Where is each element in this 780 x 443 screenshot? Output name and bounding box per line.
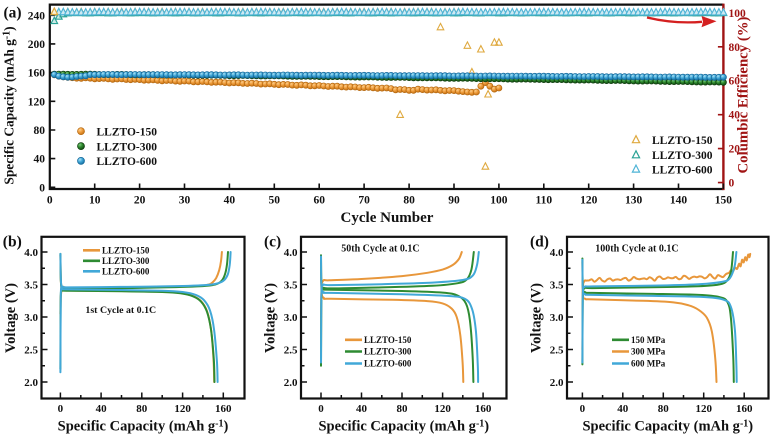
svg-text:3.0: 3.0 [24,312,38,324]
svg-text:LLZTO-600: LLZTO-600 [102,267,150,277]
svg-text:120: 120 [174,403,191,415]
svg-text:Specific Capacity (mAh g-1): Specific Capacity (mAh g-1) [58,419,229,435]
svg-text:LLZTO-300: LLZTO-300 [97,141,158,153]
svg-text:(c): (c) [264,234,281,251]
svg-text:0: 0 [58,403,64,415]
svg-text:Columbic Efficiency (%): Columbic Efficiency (%) [736,16,752,173]
svg-text:50: 50 [269,195,281,207]
svg-text:Voltage (V): Voltage (V) [529,283,545,353]
svg-text:2.0: 2.0 [284,377,298,389]
svg-text:200: 200 [28,39,46,51]
svg-text:80: 80 [397,403,409,415]
svg-text:150: 150 [715,195,733,207]
svg-text:300 MPa: 300 MPa [631,347,666,357]
svg-text:3.0: 3.0 [550,312,564,324]
svg-text:50th Cycle at 0.1C: 50th Cycle at 0.1C [341,244,419,255]
svg-text:100th Cycle at 0.1C: 100th Cycle at 0.1C [595,244,678,255]
svg-text:4.0: 4.0 [24,247,38,259]
svg-text:0: 0 [39,182,45,194]
svg-text:LLZTO-150: LLZTO-150 [364,335,412,345]
svg-text:2.5: 2.5 [550,344,564,356]
svg-text:60: 60 [313,195,325,207]
svg-text:LLZTO-300: LLZTO-300 [652,150,713,162]
svg-text:120: 120 [580,195,598,207]
svg-text:Voltage (V): Voltage (V) [3,283,19,353]
svg-text:40: 40 [729,110,741,122]
svg-text:2.0: 2.0 [550,377,564,389]
svg-text:40: 40 [34,154,46,166]
svg-text:LLZTO-300: LLZTO-300 [364,347,412,357]
svg-text:100: 100 [490,195,508,207]
svg-text:Voltage (V): Voltage (V) [263,283,279,353]
svg-text:3.5: 3.5 [550,279,564,291]
svg-text:LLZTO-150: LLZTO-150 [97,126,158,138]
svg-text:80: 80 [34,125,46,137]
svg-text:2.5: 2.5 [24,344,38,356]
svg-text:160: 160 [215,403,232,415]
svg-text:160: 160 [475,403,492,415]
svg-text:(b): (b) [3,234,22,251]
svg-text:60: 60 [729,76,741,88]
svg-text:40: 40 [356,403,368,415]
svg-text:40: 40 [96,403,108,415]
svg-text:160: 160 [736,403,753,415]
svg-text:20: 20 [729,144,741,156]
svg-text:240: 240 [28,10,46,22]
svg-text:3.5: 3.5 [284,279,298,291]
svg-text:90: 90 [448,195,460,207]
svg-text:3.5: 3.5 [24,279,38,291]
svg-text:0: 0 [729,178,735,190]
svg-text:LLZTO-150: LLZTO-150 [652,135,713,147]
svg-text:160: 160 [28,68,46,80]
svg-text:0: 0 [580,403,586,415]
svg-text:LLZTO-150: LLZTO-150 [102,246,150,256]
svg-text:140: 140 [670,195,688,207]
svg-text:80: 80 [136,403,148,415]
svg-text:40: 40 [617,403,629,415]
svg-text:130: 130 [625,195,643,207]
svg-text:120: 120 [434,403,451,415]
svg-text:600 MPa: 600 MPa [631,359,666,369]
svg-text:(a): (a) [4,5,22,22]
svg-text:80: 80 [729,42,741,54]
svg-text:120: 120 [695,403,712,415]
svg-text:Cycle Number: Cycle Number [341,210,434,226]
svg-text:110: 110 [535,195,552,207]
svg-text:Specific Capacity (mAh g-1): Specific Capacity (mAh g-1) [318,419,489,435]
svg-text:2.5: 2.5 [284,344,298,356]
svg-text:80: 80 [403,195,415,207]
svg-text:120: 120 [28,96,46,108]
svg-text:0: 0 [318,403,324,415]
svg-text:LLZTO-300: LLZTO-300 [102,256,150,266]
svg-text:LLZTO-600: LLZTO-600 [364,359,412,369]
svg-text:LLZTO-600: LLZTO-600 [97,156,158,168]
svg-text:100: 100 [729,8,747,20]
svg-text:10: 10 [89,195,101,207]
svg-text:80: 80 [658,403,670,415]
svg-text:(d): (d) [530,234,549,251]
svg-text:Specific Capacity (mAh g-1): Specific Capacity (mAh g-1) [2,26,17,184]
svg-text:20: 20 [134,195,146,207]
svg-text:0: 0 [47,195,53,207]
svg-text:40: 40 [224,195,236,207]
svg-text:3.0: 3.0 [284,312,298,324]
svg-text:30: 30 [179,195,191,207]
svg-text:2.0: 2.0 [24,377,38,389]
svg-text:LLZTO-600: LLZTO-600 [652,164,713,176]
svg-text:4.0: 4.0 [284,247,298,259]
svg-text:1st Cycle at 0.1C: 1st Cycle at 0.1C [85,305,156,316]
svg-text:70: 70 [358,195,370,207]
svg-text:150 MPa: 150 MPa [631,335,666,345]
svg-text:4.0: 4.0 [550,247,564,259]
svg-text:Specific Capacity (mAh g-1): Specific Capacity (mAh g-1) [582,419,753,435]
